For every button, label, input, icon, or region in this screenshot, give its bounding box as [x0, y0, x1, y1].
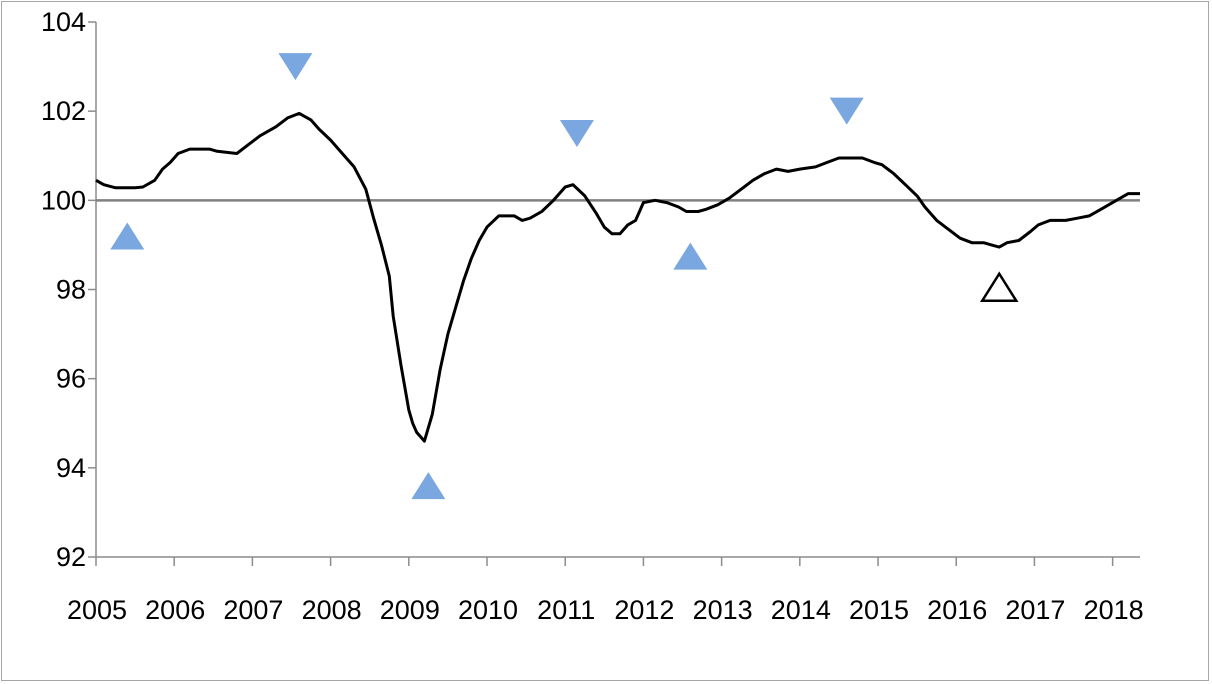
- x-tick-label: 2008: [302, 595, 362, 625]
- triangle-down-marker: [829, 97, 864, 125]
- x-tick-label: 2011: [537, 595, 595, 625]
- triangle-up-marker: [673, 242, 708, 270]
- x-tick-label: 2015: [849, 595, 909, 625]
- x-tick-label: 2014: [771, 595, 831, 625]
- x-tick-label: 2013: [693, 595, 753, 625]
- x-tick-label: 2016: [927, 595, 987, 625]
- x-tick-label: 2017: [1005, 595, 1065, 625]
- y-tick-label: 100: [41, 185, 86, 215]
- y-tick-label: 92: [56, 542, 86, 572]
- x-tick-label: 2006: [145, 595, 205, 625]
- triangle-up-open-marker: [979, 271, 1019, 303]
- y-tick-label: 104: [41, 7, 86, 37]
- triangle-down-marker: [559, 119, 594, 147]
- axes: [88, 21, 1140, 566]
- triangle-up-marker: [411, 472, 446, 500]
- y-tick-label: 98: [56, 275, 86, 305]
- x-tick-label: 2012: [614, 595, 674, 625]
- triangle-down-marker: [278, 53, 313, 81]
- y-tick-label: 102: [41, 96, 86, 126]
- y-tick-labels: 92 94 96 98 100 102 104: [41, 7, 86, 572]
- series-group: [95, 111, 1140, 443]
- x-tick-label: 2010: [458, 595, 518, 625]
- x-tick-label: 2009: [380, 595, 440, 625]
- series-line: [95, 111, 1140, 443]
- y-tick-label: 96: [56, 364, 86, 394]
- markers-group: [110, 53, 1019, 500]
- x-tick-label: 2007: [223, 595, 283, 625]
- x-tick-label: 2018: [1084, 595, 1144, 625]
- y-tick-label: 94: [56, 453, 86, 483]
- x-tick-labels: 2005 2006 2007 2008 2009 2010 2011 2012 2013 2014…: [67, 595, 1144, 625]
- x-tick-label: 2005: [67, 595, 127, 625]
- triangle-up-marker: [110, 222, 145, 250]
